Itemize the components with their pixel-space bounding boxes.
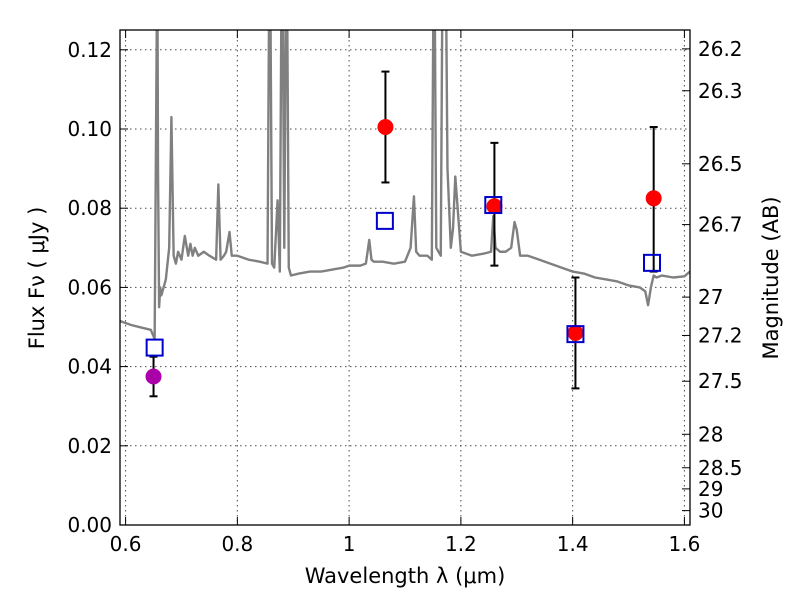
x-axis-label: Wavelength λ (μm) <box>305 564 506 588</box>
y-tick-label: 0.06 <box>67 275 112 299</box>
y-tick-label: 0.02 <box>67 434 112 458</box>
model-square <box>566 325 585 344</box>
mag-tick-label: 28 <box>698 422 723 446</box>
plot-area <box>120 30 690 398</box>
model-square <box>643 253 661 272</box>
mag-tick-label: 26.5 <box>698 152 743 176</box>
data-point <box>377 119 394 136</box>
x-tick-label: 0.6 <box>110 532 142 556</box>
x-tick-label: 1.6 <box>669 532 701 556</box>
y-tick-label: 0.04 <box>67 355 112 379</box>
y-axis-label: Flux Fν ( μJy ) <box>25 207 49 350</box>
data-point <box>645 190 662 207</box>
y-tick-label: 0.12 <box>67 38 112 62</box>
mag-tick-label: 29 <box>698 477 723 501</box>
data-point <box>486 198 503 215</box>
mag-tick-label: 27.2 <box>698 323 743 347</box>
mag-tick-label: 27 <box>698 285 723 309</box>
model-square <box>375 211 394 230</box>
data-point <box>145 368 162 385</box>
grid-lines <box>120 30 690 526</box>
mag-tick-label: 27.5 <box>698 369 743 393</box>
mag-tick-label: 28.5 <box>698 456 743 480</box>
model-square <box>484 196 503 215</box>
x-tick-label: 1.2 <box>445 532 477 556</box>
x-tick-label: 1 <box>343 532 356 556</box>
y-tick-label: 0.00 <box>67 513 112 537</box>
mag-tick-label: 26.2 <box>698 37 743 61</box>
y-tick-label: 0.10 <box>67 117 112 141</box>
y-tick-label: 0.08 <box>67 196 112 220</box>
y2-axis-label: Magnitude (AB) <box>759 196 783 359</box>
data-point <box>567 324 584 341</box>
axes-frame <box>119 29 691 526</box>
tick-marks <box>120 30 690 526</box>
x-tick-label: 1.4 <box>557 532 589 556</box>
mag-tick-label: 30 <box>698 499 723 523</box>
spectrum-line <box>120 30 690 341</box>
x-tick-label: 0.8 <box>221 532 253 556</box>
tick-labels: 0.6 0.8 1 1.2 1.4 1.6 0.00 0.02 0.04 0.06 0.08 0.10… <box>67 37 742 556</box>
model-square <box>145 338 164 357</box>
mag-tick-label: 26.3 <box>698 79 743 103</box>
mag-tick-label: 26.7 <box>698 213 743 237</box>
